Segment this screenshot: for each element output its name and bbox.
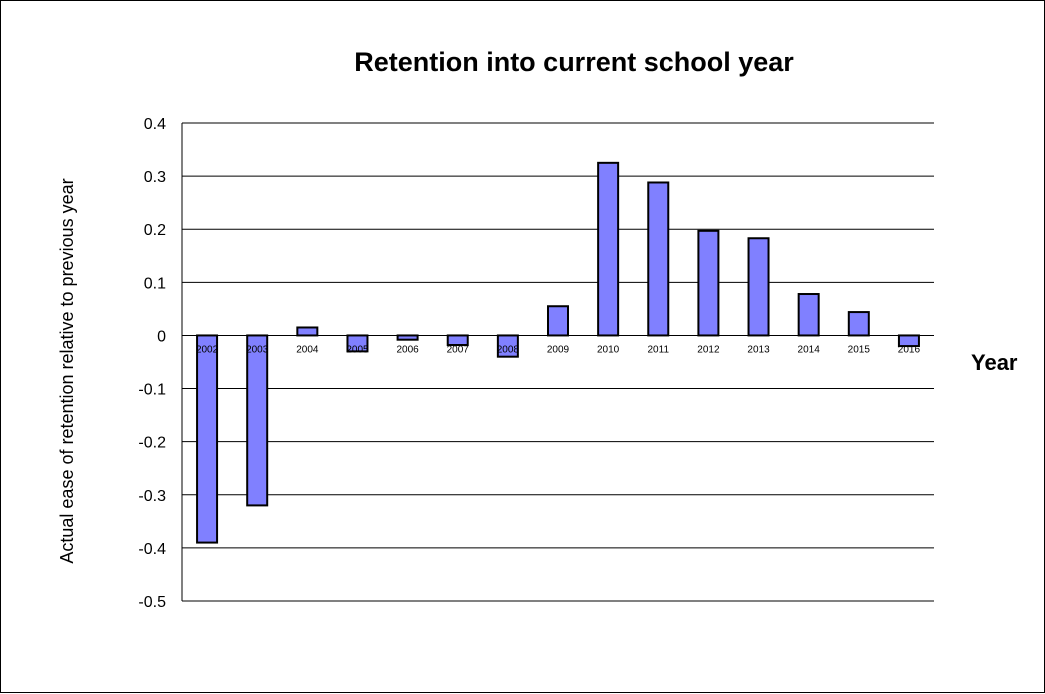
y-tick-label: -0.4 (138, 541, 166, 558)
bar-2008 (496, 334, 519, 358)
x-tick-label: 2004 (296, 344, 319, 355)
bar-2003 (246, 334, 269, 507)
bars (196, 161, 920, 544)
bar-2016 (897, 334, 920, 348)
y-tick-label: 0.1 (144, 275, 166, 292)
x-tick-label: 2013 (747, 344, 770, 355)
x-axis-label: Year (971, 350, 1018, 375)
x-tick-label: 2006 (396, 344, 419, 355)
x-tick-label: 2003 (246, 344, 269, 355)
x-tick-labels: 2002 2003 2004 2005 2006 2007 2008 2009 2010 2011… (196, 344, 921, 355)
x-tick-label: 2014 (798, 344, 821, 355)
x-tick-label: 2011 (648, 344, 670, 355)
y-tick-label: 0 (157, 328, 166, 345)
x-tick-label: 2002 (196, 344, 219, 355)
y-tick-label: 0.4 (144, 116, 166, 133)
chart-title: Retention into current school year (354, 47, 794, 77)
bar-2009 (547, 305, 569, 337)
y-tick-label: 0.2 (144, 222, 166, 239)
bar-2014 (797, 293, 820, 337)
bar-2011 (647, 181, 670, 337)
y-tick-label: -0.1 (138, 382, 166, 399)
bar-2005 (346, 334, 369, 353)
gridlines (181, 122, 934, 602)
bar-2015 (847, 311, 870, 337)
bar-2010 (597, 161, 620, 337)
y-tick-label: -0.5 (138, 594, 166, 611)
x-tick-label: 2016 (898, 344, 921, 355)
bar-2006 (396, 334, 419, 341)
x-tick-label: 2007 (447, 344, 470, 355)
x-tick-label: 2005 (346, 344, 369, 355)
bar-2002 (196, 334, 219, 544)
bar-2007 (446, 334, 469, 347)
y-tick-label: -0.3 (138, 488, 166, 505)
y-tick-labels: 0.4 0.3 0.2 0.1 0 -0.1 -0.2 -0.3 -0.4 -0.5 (138, 116, 166, 611)
bar-2013 (747, 237, 770, 337)
x-tick-label: 2008 (497, 344, 520, 355)
bar-2004 (296, 326, 319, 337)
y-tick-label: -0.2 (138, 435, 166, 452)
x-tick-label: 2010 (597, 344, 620, 355)
x-tick-label: 2009 (547, 344, 570, 355)
bar-2012 (697, 229, 720, 337)
x-tick-label: 2015 (848, 344, 871, 355)
y-tick-label: 0.3 (144, 169, 166, 186)
y-axis-label: Actual ease of retention relative to pre… (57, 178, 77, 563)
x-tick-label: 2012 (697, 344, 720, 355)
